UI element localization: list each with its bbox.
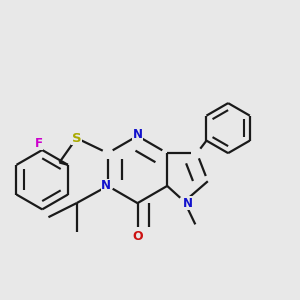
Text: N: N [133,128,142,141]
Text: O: O [132,230,143,243]
Text: S: S [72,132,81,145]
Text: F: F [35,136,43,150]
Text: N: N [101,179,111,192]
Text: N: N [183,196,193,210]
